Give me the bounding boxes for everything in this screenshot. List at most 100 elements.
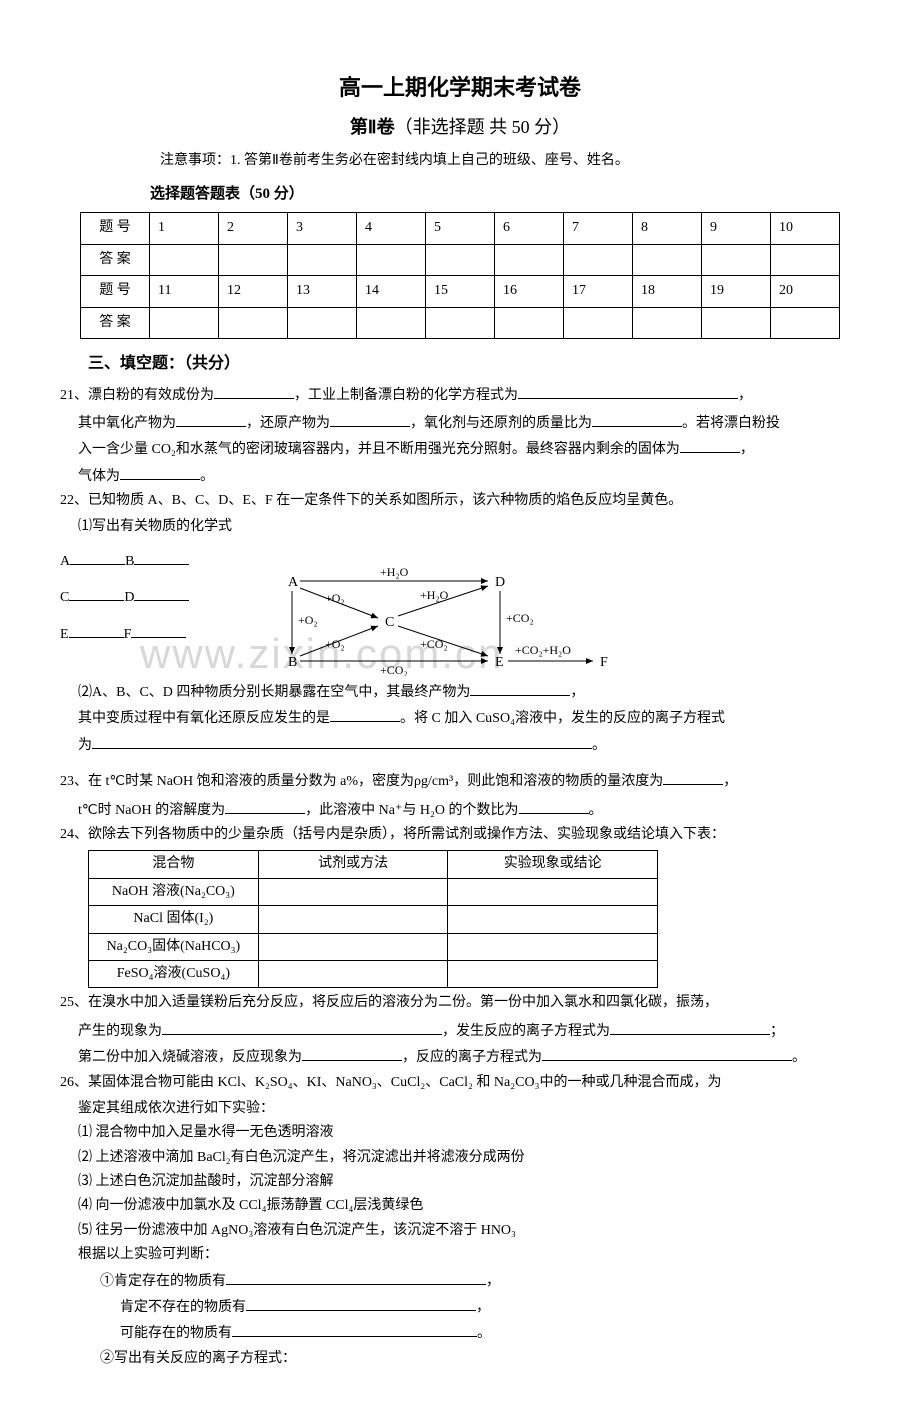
label-a: A — [60, 554, 70, 569]
row-header: 答 案 — [81, 307, 150, 338]
q26-5: ⑸ 往另一份滤液中加 AgNO₃溶液有白色沉淀产生，该沉淀不溶于 HNO₃ — [60, 1220, 860, 1242]
q22: 22、已知物质 A、B、C、D、E、F 在一定条件下的关系如图所示，该六种物质的… — [60, 490, 860, 512]
q23-text: t℃时 NaOH 的溶解度为 — [78, 803, 225, 818]
table-row: Na₂CO₃固体(NaHCO₃) — [89, 933, 658, 960]
q22-2: ⑵A、B、C、D 四种物质分别长期暴露在空气中，其最终产物为， — [60, 680, 860, 704]
q21-line: 其中氧化产物为，还原产物为，氧化剂与还原剂的质量比为。若将漂白粉投 — [60, 411, 860, 435]
q21: 21、漂白粉的有效成份为，工业上制备漂白粉的化学方程式为， — [60, 383, 860, 407]
q26-text: 可能存在的物质有 — [120, 1326, 232, 1341]
q-num: 12 — [219, 276, 288, 307]
q26-1: ⑴ 混合物中加入足量水得一无色透明溶液 — [60, 1122, 860, 1144]
q-num: 20 — [771, 276, 840, 307]
q23-text: 23、在 t℃时某 NaOH 饱和溶液的质量分数为 a%，密度为ρg/cm³，则… — [60, 774, 663, 789]
q26-d: ①肯定存在的物质有， — [60, 1269, 860, 1293]
q-num: 10 — [771, 213, 840, 244]
table-row: NaCl 固体(I₂) — [89, 906, 658, 933]
svg-text:+CO₂+H₂O: +CO₂+H₂O — [515, 643, 571, 657]
q-num: 6 — [495, 213, 564, 244]
q21-text: ，工业上制备漂白粉的化学方程式为 — [294, 388, 518, 403]
q26-4: ⑷ 向一份滤液中加氯水及 CCl₄振荡静置 CCl₄层浅黄绿色 — [60, 1195, 860, 1217]
row-header: 题 号 — [81, 213, 150, 244]
q21-text: 。 — [200, 469, 214, 484]
svg-text:F: F — [600, 655, 608, 670]
q22-text: 。将 C 加入 CuSO₄溶液中，发生的反应的离子方程式 — [400, 711, 725, 726]
q25-text: 产生的现象为 — [78, 1024, 162, 1039]
svg-text:+CO₂: +CO₂ — [506, 611, 534, 625]
table-row: 答 案 — [81, 307, 840, 338]
row-header: 题 号 — [81, 276, 150, 307]
table-row: 题 号 1 2 3 4 5 6 7 8 9 10 — [81, 213, 840, 244]
q23-text: 。 — [589, 803, 603, 818]
subtitle-rest: （非选择题 共 50 分） — [395, 117, 571, 137]
q26-2: ⑵ 上述溶液中滴加 BaCl₂有白色沉淀产生，将沉淀滤出并将滤液分成两份 — [60, 1147, 860, 1169]
q26-text: 肯定不存在的物质有 — [120, 1300, 246, 1315]
table-row: 答 案 — [81, 244, 840, 275]
q-num: 2 — [219, 213, 288, 244]
q26-3: ⑶ 上述白色沉淀加盐酸时，沉淀部分溶解 — [60, 1171, 860, 1193]
q23-line: t℃时 NaOH 的溶解度为 ，此溶液中 Na⁺与 H₂O 的个数比为 。 — [60, 798, 860, 822]
q21-text: 。若将漂白粉投 — [682, 416, 780, 431]
q25-text: ，发生反应的离子方程式为 — [442, 1024, 610, 1039]
q-num: 8 — [633, 213, 702, 244]
q26-f: 可能存在的物质有。 — [60, 1321, 860, 1345]
reaction-diagram: A B C D E F +H₂O +CO₂ +O₂ +O₂ +O₂ +H₂O +… — [270, 566, 860, 676]
mix-cell: Na₂CO₃固体(NaHCO₃) — [89, 933, 259, 960]
q21-text: 入一含少量 CO₂和水蒸气的密闭玻璃容器内，并且不断用强光充分照射。最终容器内剩… — [78, 442, 680, 457]
q26-c: 根据以上实验可判断： — [60, 1244, 860, 1266]
label-f: F — [124, 627, 132, 642]
q26: 26、某固体混合物可能由 KCl、K₂SO₄、KI、NaNO₃、CuCl₂、Ca… — [60, 1072, 860, 1094]
q25-text: ，反应的离子方程式为 — [402, 1050, 542, 1065]
q25-line: 第二份中加入烧碱溶液，反应现象为，反应的离子方程式为。 — [60, 1045, 860, 1069]
table-row: FeSO₄溶液(CuSO₄) — [89, 960, 658, 987]
svg-text:+O₂: +O₂ — [325, 591, 345, 605]
col-header: 试剂或方法 — [258, 851, 448, 878]
q21-line: 入一含少量 CO₂和水蒸气的密闭玻璃容器内，并且不断用强光充分照射。最终容器内剩… — [60, 437, 860, 461]
svg-text:E: E — [495, 655, 504, 670]
svg-text:+CO₂: +CO₂ — [380, 663, 408, 676]
label-e: E — [60, 627, 69, 642]
table-row: 混合物 试剂或方法 实验现象或结论 — [89, 851, 658, 878]
page-title: 高一上期化学期末考试卷 — [60, 70, 860, 105]
q22-2c: 为。 — [60, 733, 860, 757]
mix-cell: NaCl 固体(I₂) — [89, 906, 259, 933]
q-num: 3 — [288, 213, 357, 244]
q22-blanks: A B C D E F — [60, 549, 260, 646]
col-header: 实验现象或结论 — [448, 851, 658, 878]
subtitle: 第Ⅱ卷（非选择题 共 50 分） — [60, 113, 860, 142]
q25-line: 产生的现象为，发生反应的离子方程式为； — [60, 1019, 860, 1043]
svg-text:+O₂: +O₂ — [298, 613, 318, 627]
svg-text:D: D — [495, 575, 505, 590]
q-num: 15 — [426, 276, 495, 307]
col-header: 混合物 — [89, 851, 259, 878]
label-c: C — [60, 590, 69, 605]
q-num: 1 — [150, 213, 219, 244]
q26-line: 鉴定其组成依次进行如下实验： — [60, 1098, 860, 1120]
q-num: 4 — [357, 213, 426, 244]
q22-2b: 其中变质过程中有氧化还原反应发生的是。将 C 加入 CuSO₄溶液中，发生的反应… — [60, 706, 860, 730]
q-num: 13 — [288, 276, 357, 307]
svg-text:+H₂O: +H₂O — [420, 588, 449, 602]
section-heading: 三、填空题：（共分） — [88, 351, 860, 377]
subtitle-bold: 第Ⅱ卷 — [350, 117, 395, 137]
q22-text: 。 — [592, 738, 606, 753]
label-b: B — [125, 554, 134, 569]
q22-text: ⑵A、B、C、D 四种物质分别长期暴露在空气中，其最终产物为 — [78, 685, 470, 700]
q26-g: ②写出有关反应的离子方程式： — [60, 1348, 860, 1370]
q21-text: 气体为 — [78, 469, 120, 484]
svg-text:C: C — [385, 615, 394, 630]
q23-text: ，此溶液中 Na⁺与 H₂O 的个数比为 — [305, 803, 518, 818]
mix-cell: FeSO₄溶液(CuSO₄) — [89, 960, 259, 987]
q26-e: 肯定不存在的物质有， — [60, 1295, 860, 1319]
q22-text: 为 — [78, 738, 92, 753]
q-num: 11 — [150, 276, 219, 307]
q21-line: 气体为 。 — [60, 464, 860, 488]
q25-text: 。 — [792, 1050, 806, 1065]
mix-cell: NaOH 溶液(Na₂CO₃) — [89, 878, 259, 905]
svg-text:+O₂: +O₂ — [325, 637, 345, 651]
q26-text: ①肯定存在的物质有 — [100, 1274, 226, 1289]
row-header: 答 案 — [81, 244, 150, 275]
q-num: 5 — [426, 213, 495, 244]
label-d: D — [124, 590, 134, 605]
table-row: NaOH 溶液(Na₂CO₃) — [89, 878, 658, 905]
table-row: 题 号 11 12 13 14 15 16 17 18 19 20 — [81, 276, 840, 307]
